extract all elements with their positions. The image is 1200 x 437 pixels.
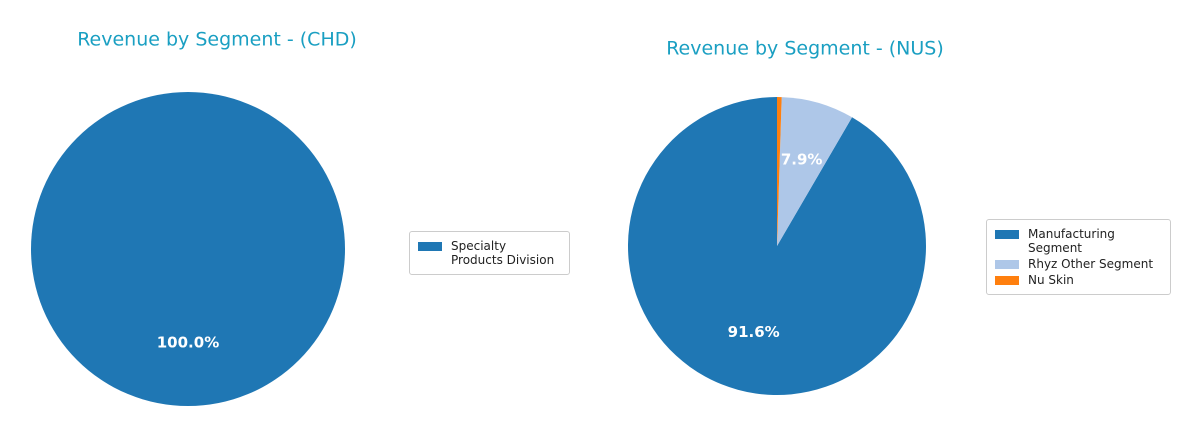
legend-entry: Rhyz Other Segment <box>995 257 1162 271</box>
legend: Manufacturing Segment Rhyz Other Segment N… <box>986 219 1171 295</box>
pie-slice <box>777 97 853 247</box>
legend-label: Rhyz Other Segment <box>1028 257 1154 271</box>
legend-swatch <box>995 230 1019 239</box>
value-label: 7.9% <box>781 151 823 169</box>
chart-title: Revenue by Segment - (CHD) <box>77 29 357 51</box>
legend-label: Manufacturing Segment <box>1028 227 1115 255</box>
legend-swatch <box>995 260 1019 269</box>
pie-slice <box>627 97 926 396</box>
legend-swatch <box>995 276 1019 285</box>
legend-label: Specialty Products Division <box>451 239 555 267</box>
value-label: 100.0% <box>157 334 219 352</box>
value-label: 91.6% <box>728 323 780 341</box>
pie-slice <box>31 92 345 406</box>
legend-entry: Specialty Products Division <box>418 239 561 267</box>
legend-label: Nu Skin <box>1028 273 1074 287</box>
chart-title: Revenue by Segment - (NUS) <box>666 38 944 60</box>
pie-slice <box>777 97 782 246</box>
legend: Specialty Products Division <box>409 231 570 275</box>
legend-entry: Nu Skin <box>995 273 1162 287</box>
legend-entry: Manufacturing Segment <box>995 227 1162 255</box>
legend-swatch <box>418 242 442 251</box>
